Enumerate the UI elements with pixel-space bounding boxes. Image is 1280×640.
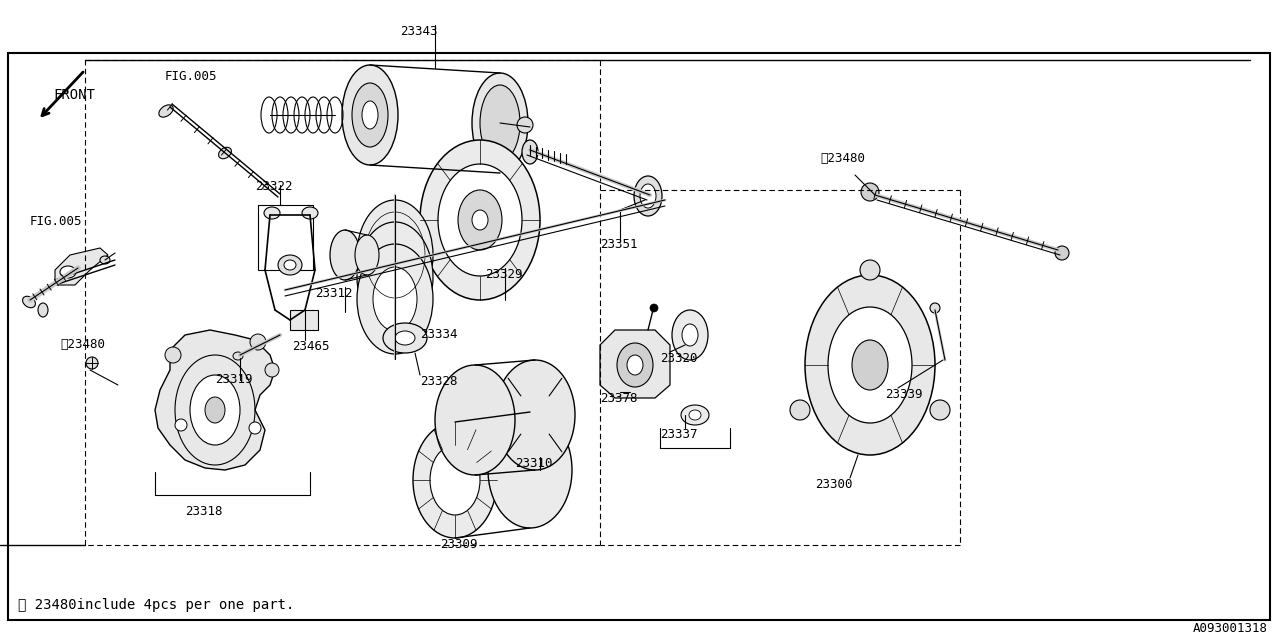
Text: A093001318: A093001318 <box>1193 622 1268 635</box>
Polygon shape <box>55 248 108 285</box>
Polygon shape <box>155 330 275 470</box>
Ellipse shape <box>265 363 279 377</box>
Text: FIG.005: FIG.005 <box>29 215 82 228</box>
Ellipse shape <box>23 296 36 308</box>
Ellipse shape <box>931 400 950 420</box>
Ellipse shape <box>790 400 810 420</box>
Text: FRONT: FRONT <box>52 88 95 102</box>
Ellipse shape <box>435 365 515 475</box>
Ellipse shape <box>931 303 940 313</box>
Text: 23334: 23334 <box>420 328 457 341</box>
Ellipse shape <box>355 235 379 275</box>
Ellipse shape <box>396 331 415 345</box>
Ellipse shape <box>640 184 657 208</box>
Ellipse shape <box>38 303 49 317</box>
Ellipse shape <box>233 352 243 360</box>
Ellipse shape <box>472 210 488 230</box>
Ellipse shape <box>480 85 520 161</box>
Text: 23322: 23322 <box>255 180 293 193</box>
Ellipse shape <box>372 223 417 287</box>
Ellipse shape <box>828 307 911 423</box>
Ellipse shape <box>357 244 433 354</box>
Text: 23312: 23312 <box>315 287 352 300</box>
Ellipse shape <box>852 340 888 390</box>
Ellipse shape <box>189 375 241 445</box>
Ellipse shape <box>342 65 398 165</box>
Text: 23378: 23378 <box>600 392 637 405</box>
Ellipse shape <box>413 422 497 538</box>
Ellipse shape <box>86 357 99 369</box>
Ellipse shape <box>357 200 433 310</box>
Ellipse shape <box>861 183 879 201</box>
Text: ※23480: ※23480 <box>60 338 105 351</box>
Ellipse shape <box>383 323 428 353</box>
Ellipse shape <box>357 222 433 332</box>
Ellipse shape <box>495 360 575 470</box>
Ellipse shape <box>805 275 934 455</box>
Text: 23320: 23320 <box>660 352 698 365</box>
Ellipse shape <box>522 140 538 164</box>
Text: ※23480: ※23480 <box>820 152 865 165</box>
Ellipse shape <box>205 397 225 423</box>
Ellipse shape <box>438 164 522 276</box>
Ellipse shape <box>159 105 173 117</box>
Ellipse shape <box>458 190 502 250</box>
Ellipse shape <box>60 266 76 278</box>
Polygon shape <box>600 330 669 398</box>
Text: 23328: 23328 <box>420 375 457 388</box>
Ellipse shape <box>860 260 881 280</box>
Text: 23351: 23351 <box>600 238 637 251</box>
Ellipse shape <box>472 73 529 173</box>
Ellipse shape <box>681 405 709 425</box>
Bar <box>8 53 1270 620</box>
Ellipse shape <box>302 207 317 219</box>
Text: 23310: 23310 <box>515 457 553 470</box>
Ellipse shape <box>1055 246 1069 260</box>
Ellipse shape <box>264 207 280 219</box>
Bar <box>291 310 317 330</box>
Ellipse shape <box>278 255 302 275</box>
Ellipse shape <box>284 260 296 270</box>
Ellipse shape <box>617 343 653 387</box>
Text: 23339: 23339 <box>884 388 923 401</box>
Text: 23318: 23318 <box>186 505 223 518</box>
Text: 23465: 23465 <box>292 340 329 353</box>
Ellipse shape <box>627 355 643 375</box>
Text: 23319: 23319 <box>215 373 252 386</box>
Ellipse shape <box>372 267 417 331</box>
Text: 23343: 23343 <box>399 25 438 38</box>
Bar <box>259 205 314 270</box>
Text: 23329: 23329 <box>485 268 522 281</box>
Ellipse shape <box>634 176 662 216</box>
Ellipse shape <box>250 422 261 434</box>
Ellipse shape <box>100 256 110 264</box>
Ellipse shape <box>165 347 180 363</box>
Ellipse shape <box>372 245 417 309</box>
Ellipse shape <box>689 410 701 420</box>
Text: 23337: 23337 <box>660 428 698 441</box>
Ellipse shape <box>672 310 708 360</box>
Text: ※ 23480include 4pcs per one part.: ※ 23480include 4pcs per one part. <box>18 598 294 612</box>
Ellipse shape <box>517 117 532 133</box>
Ellipse shape <box>362 101 378 129</box>
Ellipse shape <box>650 304 658 312</box>
Ellipse shape <box>219 147 232 159</box>
Ellipse shape <box>250 334 266 350</box>
Text: 23300: 23300 <box>815 478 852 491</box>
Ellipse shape <box>175 419 187 431</box>
Ellipse shape <box>430 445 480 515</box>
Text: 23309: 23309 <box>440 538 477 551</box>
Text: FIG.005: FIG.005 <box>165 70 218 83</box>
Ellipse shape <box>330 230 360 280</box>
Ellipse shape <box>420 140 540 300</box>
Ellipse shape <box>682 324 698 346</box>
Ellipse shape <box>488 412 572 528</box>
Ellipse shape <box>352 83 388 147</box>
